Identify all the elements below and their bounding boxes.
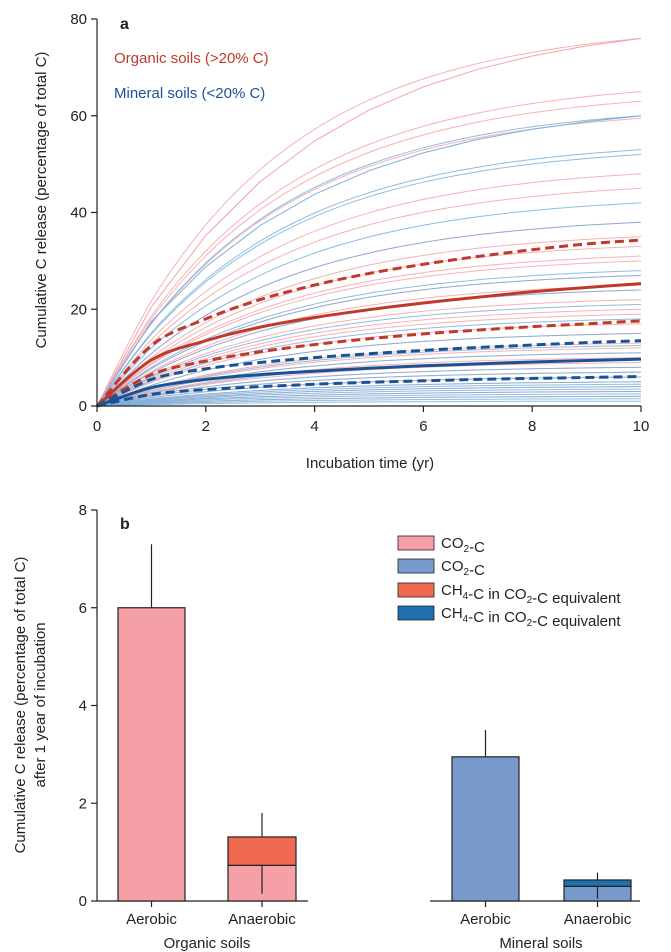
organic-lower-ci-line <box>96 319 642 408</box>
organic-individual-curve-4 <box>96 173 642 407</box>
legend-label-1: CO2-C <box>441 558 485 579</box>
mineral-individual-curve-14 <box>96 366 642 407</box>
legend-swatch-0 <box>397 535 435 551</box>
bar-category-label: Anaerobic <box>564 911 632 928</box>
y-tick-label-b: 8 <box>79 502 87 519</box>
x-tick-label-a: 4 <box>310 418 318 435</box>
group-label: Mineral soils <box>499 935 582 952</box>
mineral-individual-curve-21 <box>96 391 642 407</box>
y-axis-label-b-line1: Cumulative C release (percentage of tota… <box>12 557 29 854</box>
mineral-individual-curve-2 <box>96 153 642 407</box>
organic-individual-curve-1 <box>96 91 642 407</box>
mineral-individual-curve-20 <box>96 388 642 407</box>
y-tick-label-a: 0 <box>79 398 87 415</box>
mineral-individual-curve-3 <box>96 202 642 407</box>
mineral-individual-curve-18 <box>96 383 642 407</box>
legend-organic: Organic soils (>20% C) <box>114 50 269 67</box>
legend-label-0: CO2-C <box>441 535 485 556</box>
y-tick-label-b: 0 <box>79 893 87 910</box>
mineral-individual-curve-25 <box>96 400 641 407</box>
y-tick-label-b: 6 <box>79 600 87 617</box>
mineral-individual-curve-24 <box>96 398 642 407</box>
organic-individual-curve-14 <box>96 299 642 407</box>
legend-label-3: CH4-C in CO2-C equivalent <box>441 605 621 630</box>
x-axis-label-a: Incubation time (yr) <box>306 455 434 472</box>
mineral-lower-ci-line <box>96 375 642 408</box>
legend-swatch-1 <box>397 558 435 574</box>
bar-co2-organic-soils-aerobic <box>117 607 186 902</box>
summary-curves <box>95 238 642 408</box>
legend-swatch-2 <box>397 582 435 598</box>
x-tick-label-a: 10 <box>633 418 650 435</box>
mineral-fast-curve-1 <box>96 115 642 407</box>
y-tick-label-a: 20 <box>70 301 87 318</box>
y-axis-label-a: Cumulative C release (percentage of tota… <box>33 52 50 349</box>
organic-individual-curve-0 <box>96 37 642 407</box>
bar-ch4-mineral-soils-anaerobic <box>563 879 632 887</box>
panel-a: 0 20 40 60 80 0 2 4 6 8 10 a Organic soils (>20% C… <box>33 11 649 472</box>
x-tick-label-a: 0 <box>93 418 101 435</box>
mineral-individual-curve-11 <box>96 345 642 407</box>
mineral-individual-curve-19 <box>96 386 642 407</box>
fast-curves <box>96 37 642 407</box>
y-tick-label-a: 80 <box>70 11 87 28</box>
mineral-individual-curve-22 <box>96 393 642 407</box>
mineral-individual-curve-4 <box>96 221 642 407</box>
organic-fast-curve-0 <box>96 37 642 407</box>
bar-category-label: Anaerobic <box>228 911 296 928</box>
bar-category-label: Aerobic <box>126 911 177 928</box>
organic-individual-curve-9 <box>96 255 642 407</box>
individual-curves <box>96 37 642 407</box>
bar-ch4-organic-soils-anaerobic <box>227 836 297 866</box>
organic-individual-curve-5 <box>96 187 642 407</box>
organic-mean-line <box>96 282 642 408</box>
mineral-individual-curve-10 <box>96 332 642 407</box>
mineral-individual-curve-0 <box>96 115 642 407</box>
panel-letter-a: a <box>120 16 129 33</box>
y-tick-label-b: 4 <box>79 698 87 715</box>
organic-individual-curve-2 <box>96 100 642 407</box>
bar-co2-mineral-soils-aerobic <box>451 756 520 902</box>
legend-swatch-3 <box>397 605 435 621</box>
panel-letter-b: b <box>120 516 130 533</box>
organic-upper-ci-line <box>95 238 642 408</box>
y-axis-label-b-line2: after 1 year of incubation <box>32 622 49 787</box>
mineral-individual-curve-23 <box>96 395 642 407</box>
mineral-individual-curve-17 <box>96 381 642 407</box>
organic-individual-curve-12 <box>96 284 642 407</box>
x-tick-label-a: 6 <box>419 418 427 435</box>
y-tick-label-b: 2 <box>79 795 87 812</box>
mineral-mean-line <box>96 357 642 408</box>
group-label: Organic soils <box>164 935 251 952</box>
mineral-upper-ci-line <box>96 339 642 408</box>
x-tick-label-a: 8 <box>528 418 536 435</box>
y-tick-label-a: 60 <box>70 108 87 125</box>
legend-mineral: Mineral soils (<20% C) <box>114 85 265 102</box>
organic-individual-curve-22 <box>96 357 642 407</box>
legend-label-2: CH4-C in CO2-C equivalent <box>441 582 621 607</box>
mineral-individual-curve-1 <box>96 149 642 407</box>
axes-a: 0 20 40 60 80 0 2 4 6 8 10 <box>70 11 649 435</box>
mineral-individual-curve-9 <box>96 318 642 407</box>
bars: Aerobic Anaerobic Organic soils Aerobic Anae… <box>117 544 632 952</box>
bar-category-label: Aerobic <box>460 911 511 928</box>
mineral-individual-curve-15 <box>96 371 642 407</box>
organic-individual-curve-16 <box>96 313 642 407</box>
organic-individual-curve-7 <box>96 236 642 407</box>
y-tick-label-a: 40 <box>70 205 87 222</box>
mineral-individual-curve-5 <box>96 270 642 407</box>
mineral-individual-curve-6 <box>96 274 642 407</box>
mineral-individual-curve-8 <box>96 303 642 407</box>
x-tick-label-a: 2 <box>202 418 210 435</box>
